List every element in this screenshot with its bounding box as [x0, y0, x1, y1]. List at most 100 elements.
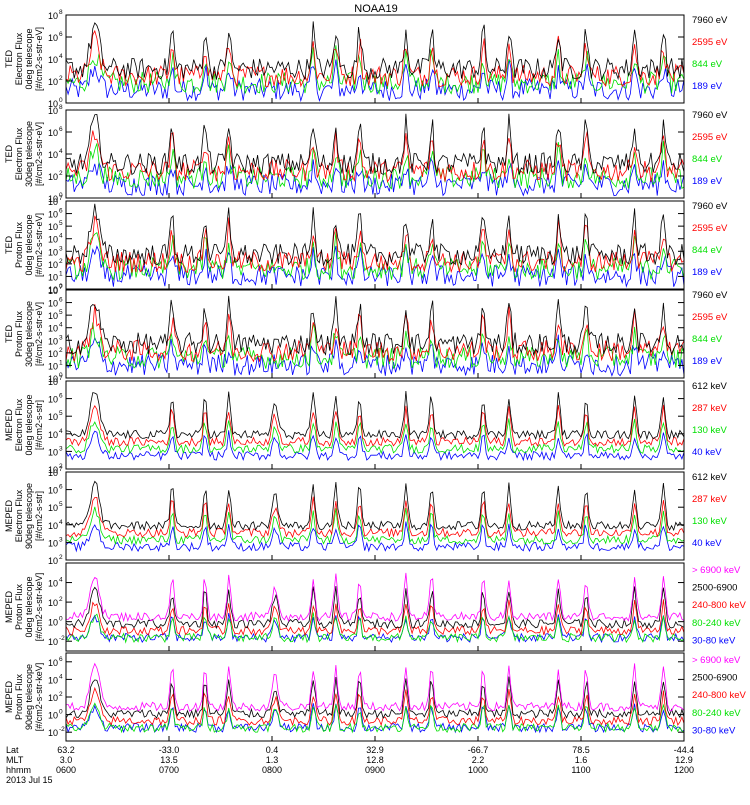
series-trace-1: [65, 203, 685, 268]
y-tick-exponent: 4: [59, 233, 63, 240]
legend-entry: 612 keV: [692, 472, 728, 483]
x-tick-mlt: 12.8: [366, 755, 384, 765]
x-axis-row-label: hhmm: [6, 765, 31, 775]
y-tick-label: 10: [48, 556, 58, 566]
series-trace-2: [65, 585, 685, 630]
y-tick-exponent: 6: [59, 31, 63, 38]
series-trace-1: [65, 295, 685, 357]
series-trace-3: [65, 231, 685, 281]
panel-frame: [65, 289, 685, 379]
series-trace-1: [65, 390, 685, 441]
y-axis-label-line: Proton Flux: [14, 583, 24, 630]
y-axis-label-line: Electron Flux: [14, 32, 24, 85]
series-trace-5: [65, 703, 685, 734]
y-tick-label: 10: [48, 465, 58, 475]
y-tick-exponent: 8: [59, 9, 63, 16]
y-tick-exponent: 6: [59, 393, 63, 400]
y-tick-exponent: 2: [59, 170, 63, 177]
y-tick-label: 10: [48, 395, 58, 405]
y-tick-label: 10: [48, 468, 58, 478]
y-tick-exponent: 0: [59, 97, 63, 104]
y-tick-exponent: 3: [59, 536, 63, 543]
y-tick-exponent: 2: [59, 463, 63, 470]
y-tick-exponent: 2: [59, 347, 63, 354]
y-tick-label: 10: [48, 538, 58, 548]
y-tick-label: 10: [48, 486, 58, 496]
y-axis-label-line: 0deg telescope: [24, 576, 34, 637]
y-axis-label-line: [#/cm2-s-str-keV]: [34, 573, 44, 642]
panel-frame: [65, 14, 685, 104]
legend-entry: 30-80 keV: [692, 635, 736, 646]
legend-entry: 130 keV: [692, 425, 728, 436]
series-trace-1: [65, 480, 685, 532]
y-axis-label-line: 0deg telescope: [24, 394, 34, 455]
y-tick-exponent: 6: [59, 484, 63, 491]
y-axis-label-line: MEPED: [4, 409, 14, 442]
y-tick-exponent: 4: [59, 519, 63, 526]
legend-entry: 30-80 keV: [692, 725, 736, 736]
y-tick-exponent: 5: [59, 309, 63, 316]
legend-entry: 189 eV: [692, 176, 723, 187]
y-tick-label: 10: [48, 285, 58, 295]
y-tick-label: 10: [48, 99, 58, 109]
y-tick-label: 10: [48, 412, 58, 422]
x-tick-time: 0600: [56, 765, 76, 775]
legend-entry: > 6900 keV: [692, 565, 741, 576]
y-tick-exponent: 1: [59, 270, 63, 277]
y-tick-exponent: 7: [59, 284, 63, 291]
series-trace-3: [65, 599, 685, 637]
y-tick-label: 10: [48, 55, 58, 65]
series-trace-2: [65, 215, 685, 274]
series-trace-4: [65, 245, 685, 288]
y-tick-exponent: -2: [59, 726, 65, 733]
y-axis-label-line: TED: [4, 235, 14, 254]
x-tick-mlt: 1.6: [575, 755, 588, 765]
legend-entry: 2595 eV: [692, 37, 728, 48]
y-tick-label: 10: [48, 106, 58, 116]
y-tick-exponent: 8: [59, 104, 63, 111]
y-axis-label-line: TED: [4, 144, 14, 163]
legend-entry: 2500-6900: [692, 673, 737, 684]
y-tick-label: 10: [48, 172, 58, 182]
legend-entry: 844 eV: [692, 154, 723, 165]
legend-entry: 612 keV: [692, 381, 728, 392]
x-tick-mlt: 3.0: [60, 755, 73, 765]
y-tick-label: 10: [48, 299, 58, 309]
x-axis-row-label: 2013 Jul 15: [6, 775, 53, 785]
y-axis-label-line: [#/cm2-s-str-eV]: [34, 122, 44, 186]
y-tick-label: 10: [48, 286, 58, 296]
series-trace-2: [65, 404, 685, 447]
y-tick-exponent: 7: [59, 466, 63, 473]
legend-entry: 40 keV: [692, 447, 722, 458]
y-tick-label: 10: [48, 377, 58, 387]
y-axis-label-line: MEPED: [4, 681, 14, 714]
legend-entry: 2500-6900: [692, 583, 737, 594]
y-tick-label: 10: [48, 222, 58, 232]
y-tick-exponent: 4: [59, 148, 63, 155]
y-axis-label-line: Proton Flux: [14, 221, 24, 268]
legend-entry: 844 eV: [692, 334, 723, 345]
y-tick-label: 10: [48, 658, 58, 668]
y-axis-label-line: Proton Flux: [14, 310, 24, 357]
y-tick-exponent: 7: [59, 195, 63, 202]
y-tick-exponent: 4: [59, 577, 63, 584]
y-tick-label: 10: [48, 430, 58, 440]
y-tick-label: 10: [48, 128, 58, 138]
y-tick-label: 10: [48, 235, 58, 245]
x-tick-mlt: 1.3: [266, 755, 279, 765]
y-tick-label: 10: [48, 33, 58, 43]
legend-entry: 240-800 keV: [692, 690, 747, 701]
y-tick-exponent: 7: [59, 375, 63, 382]
y-axis-label-line: TED: [4, 324, 14, 343]
y-axis-label-line: [#/cm2-s-str-eV]: [34, 27, 44, 91]
legend-entry: 189 eV: [692, 81, 723, 92]
y-axis-label-line: [#/cm2-s-str-eV]: [34, 213, 44, 277]
x-tick-lat: 0.4: [266, 745, 279, 755]
